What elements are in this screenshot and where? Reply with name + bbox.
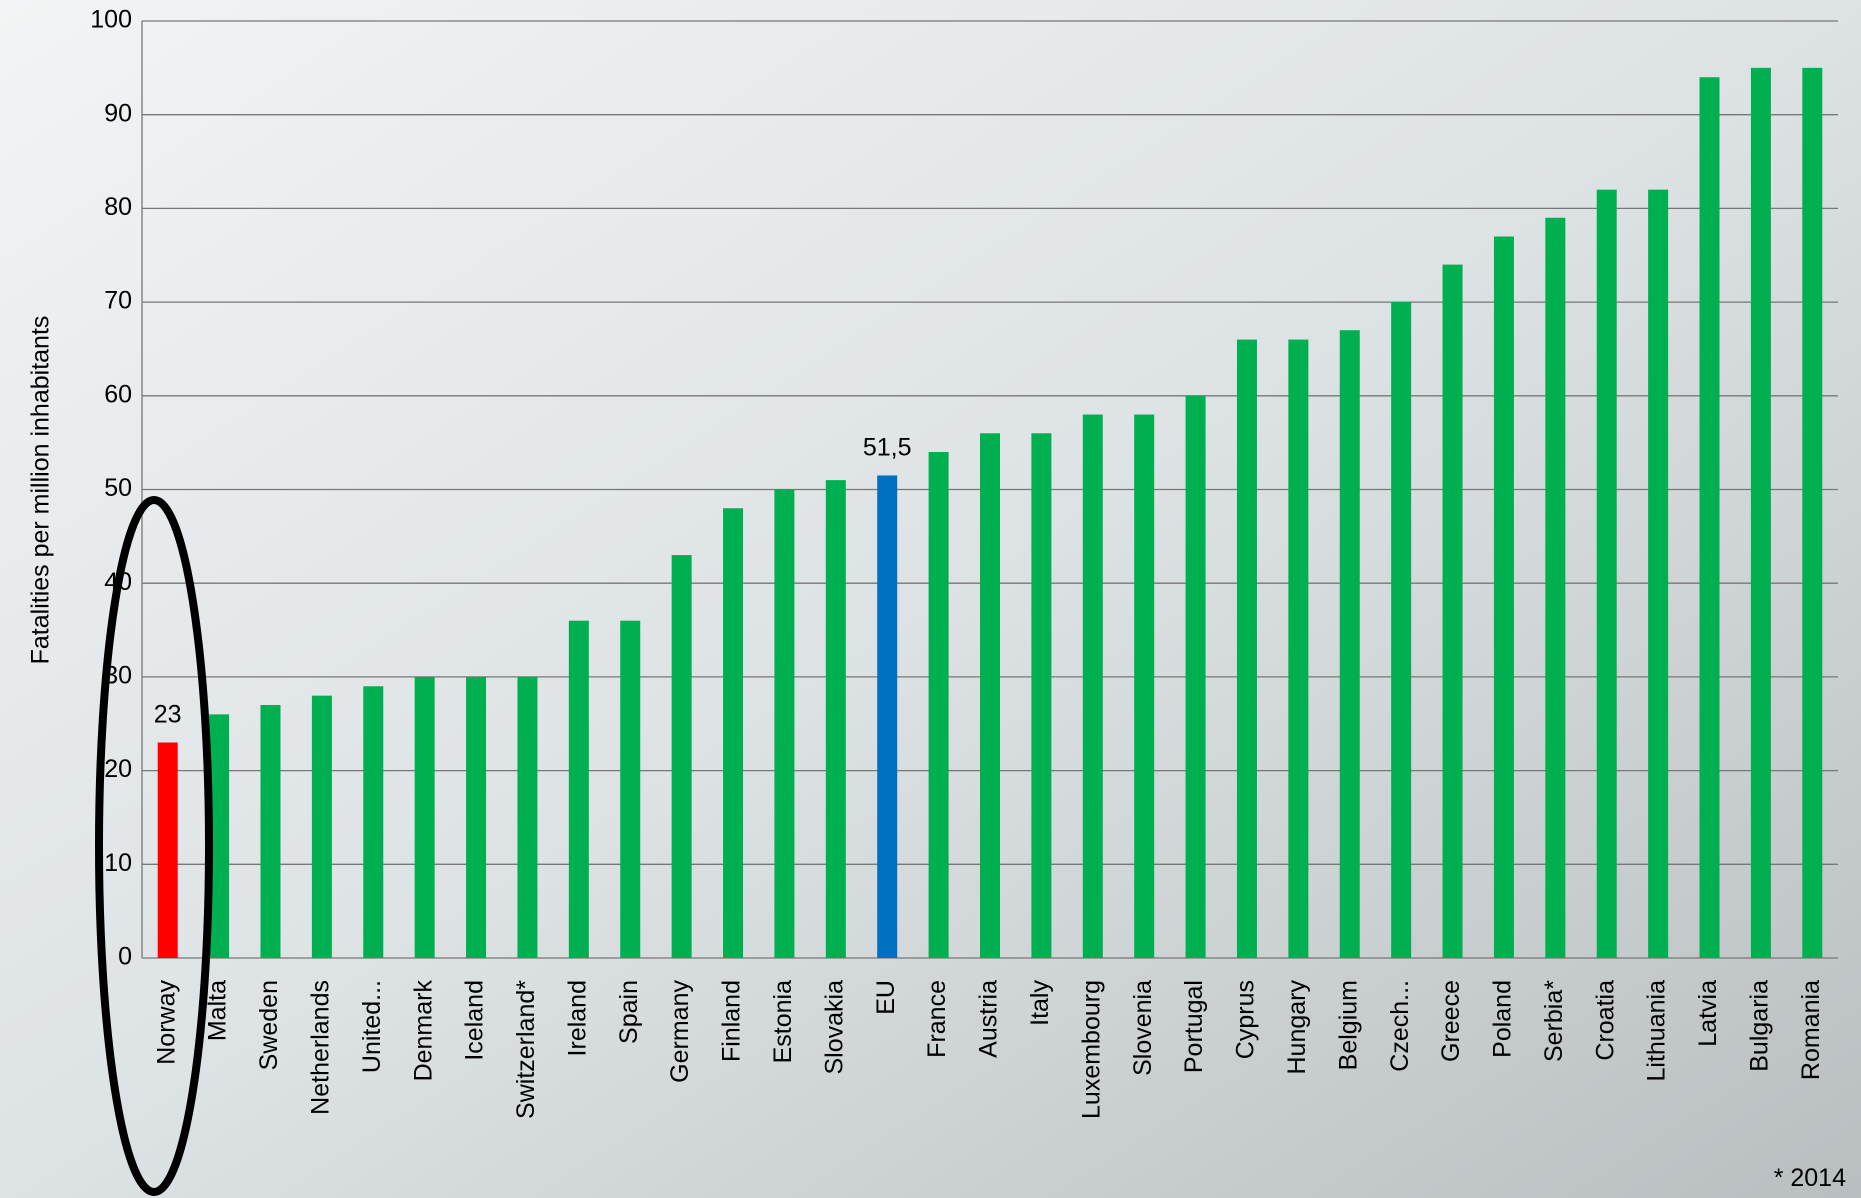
x-tick-label: Luxembourg [1077, 980, 1105, 1119]
x-tick-label: Slovakia [820, 980, 848, 1075]
y-tick-label: 20 [104, 755, 132, 783]
x-tick-label: Greece [1437, 980, 1465, 1062]
bar [671, 555, 692, 958]
bar [1442, 264, 1463, 958]
x-tick-label: Romania [1797, 980, 1825, 1080]
x-tick-label: Serbia* [1540, 980, 1568, 1062]
y-tick-label: 0 [118, 943, 132, 971]
y-tick-label: 90 [104, 99, 132, 127]
x-tick-label: Portugal [1180, 980, 1208, 1073]
bar [774, 489, 795, 958]
highlight-ellipse [95, 496, 213, 1196]
x-tick-label: Sweden [255, 980, 283, 1070]
bar [1545, 217, 1566, 958]
y-tick-label: 60 [104, 380, 132, 408]
x-tick-label: Cyprus [1232, 980, 1260, 1059]
value-label: 23 [154, 700, 182, 728]
bar [877, 475, 898, 958]
x-tick-label: Malta [204, 980, 232, 1041]
x-tick-label: Bulgaria [1746, 980, 1774, 1072]
bar [1236, 339, 1257, 959]
y-tick-label: 80 [104, 193, 132, 221]
x-tick-label: Switzerland* [512, 980, 540, 1119]
x-tick-label: EU [872, 980, 900, 1015]
x-tick-label: Slovenia [1129, 980, 1157, 1076]
y-tick-label: 70 [104, 287, 132, 315]
bar [1493, 236, 1514, 958]
x-tick-label: Hungary [1283, 980, 1311, 1075]
bar [825, 480, 846, 958]
bar [1699, 77, 1720, 959]
bar [157, 742, 178, 958]
bar [1391, 302, 1412, 959]
bar [1648, 189, 1669, 958]
bar [209, 714, 230, 958]
x-tick-label: Estonia [769, 980, 797, 1063]
x-tick-label: Germany [666, 980, 694, 1083]
x-tick-label: Norway [152, 980, 180, 1065]
bar [1339, 330, 1360, 959]
bar [723, 508, 744, 958]
bar [414, 676, 435, 958]
y-tick-label: 10 [104, 849, 132, 877]
x-tick-label: Spain [615, 980, 643, 1044]
bar [517, 676, 538, 958]
bar [1802, 67, 1823, 959]
bar [1596, 189, 1617, 958]
bar [1082, 414, 1103, 958]
x-tick-label: Austria [975, 980, 1003, 1058]
bar [311, 695, 332, 958]
bar [928, 452, 949, 958]
bar [1750, 67, 1771, 959]
x-tick-label: United... [358, 980, 386, 1073]
x-tick-label: Belgium [1334, 980, 1362, 1070]
bar [1031, 433, 1052, 958]
annotation: * 2014 [1774, 1164, 1846, 1192]
x-tick-label: Italy [1026, 980, 1054, 1026]
x-tick-label: Ireland [563, 980, 591, 1056]
bar [363, 686, 384, 958]
x-tick-label: Croatia [1591, 980, 1619, 1061]
bar [1134, 414, 1155, 958]
y-tick-label: 50 [104, 474, 132, 502]
x-tick-label: Lithuania [1643, 980, 1671, 1082]
x-tick-label: Latvia [1694, 980, 1722, 1047]
bar [568, 620, 589, 958]
x-tick-label: France [923, 980, 951, 1058]
bar [1288, 339, 1309, 959]
y-axis-label: Fatalities per million inhabitants [27, 316, 55, 665]
bar [980, 433, 1000, 958]
bar [1185, 395, 1206, 958]
x-tick-label: Netherlands [306, 980, 334, 1115]
x-tick-label: Iceland [461, 980, 489, 1061]
y-tick-label: 100 [90, 6, 132, 34]
x-tick-label: Finland [718, 980, 746, 1062]
bar [466, 676, 487, 958]
x-tick-label: Poland [1489, 980, 1517, 1058]
x-tick-label: Denmark [409, 980, 437, 1082]
value-label: 51,5 [863, 433, 912, 461]
x-tick-label: Czech... [1386, 980, 1414, 1072]
bar [260, 705, 281, 958]
bar [620, 620, 641, 958]
